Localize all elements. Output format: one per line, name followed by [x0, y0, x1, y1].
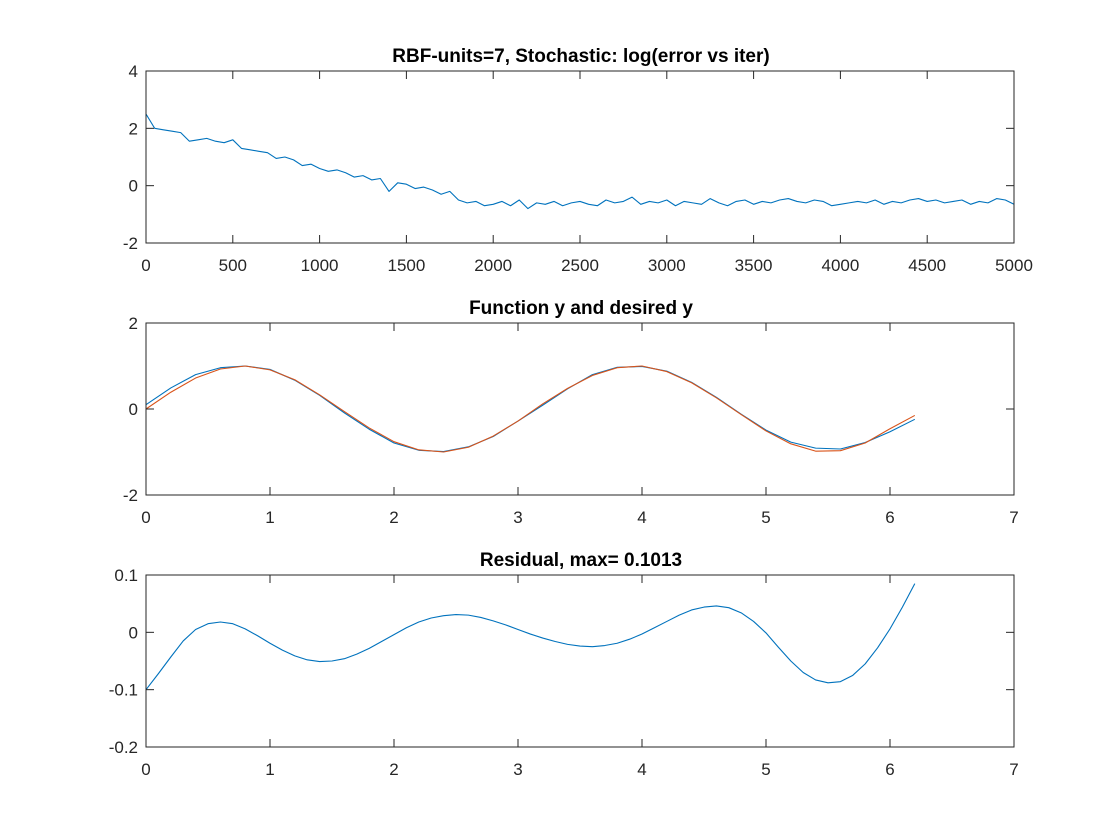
subplot-1-plot-area: 0 500 1000 1500 2000 2500 3000 3500 4000 4500 5000… [123, 62, 1033, 275]
subplot-1-x-tick-label: 5000 [995, 256, 1033, 275]
subplot-3-y-tick-label: 0.1 [114, 566, 138, 585]
subplot-3-x-tick-label: 0 [141, 760, 150, 779]
subplot-1-x-tick-label: 3000 [648, 256, 686, 275]
subplot-1-title: RBF-units=7, Stochastic: log(error vs it… [392, 46, 769, 67]
subplot-3-y-tick-label: 0 [129, 623, 138, 642]
subplot-1-y-tick-label: 4 [129, 62, 138, 81]
subplot-1-axes-box [145, 70, 1015, 244]
subplot-1-x-tick-label: 4500 [908, 256, 946, 275]
subplot-1-x-tick-label: 4000 [821, 256, 859, 275]
subplot-2-y-tick-label: -2 [123, 486, 138, 505]
subplot-1-x-tick-label: 2000 [474, 256, 512, 275]
subplot-2-plot-area: 0 1 2 3 4 5 6 7-202 [123, 314, 1019, 527]
subplot-2-x-tick-label: 2 [389, 508, 398, 527]
subplot-2-x-tick-label: 1 [265, 508, 274, 527]
subplot-1-x-tick-label: 3500 [735, 256, 773, 275]
subplot-3-x-tick-label: 6 [885, 760, 894, 779]
subplot-3-y-tick-label: -0.1 [109, 681, 138, 700]
subplot-3-x-tick-label: 5 [761, 760, 770, 779]
subplot-2-x-tick-label: 5 [761, 508, 770, 527]
subplot-1-y-tick-label: -2 [123, 234, 138, 253]
subplot-2-series-line-2 [145, 365, 916, 453]
subplot-2-x-tick-label: 6 [885, 508, 894, 527]
subplot-3-axes-box [145, 574, 1015, 748]
subplot-1-series-line-1 [145, 113, 1015, 210]
subplot-2-x-tick-label: 0 [141, 508, 150, 527]
subplot-3-x-tick-label: 2 [389, 760, 398, 779]
subplot-2-y-tick-label: 0 [129, 400, 138, 419]
subplot-1-x-tick-label: 1500 [387, 256, 425, 275]
subplot-1-x-tick-label: 0 [141, 256, 150, 275]
subplot-2-title: Function y and desired y [469, 298, 693, 319]
subplot-2-y-tick-label: 2 [129, 314, 138, 333]
subplot-3-title: Residual, max= 0.1013 [480, 550, 682, 571]
subplot-2-x-tick-label: 3 [513, 508, 522, 527]
subplot-2-x-tick-label: 7 [1009, 508, 1018, 527]
subplot-3-plot-area: 0 1 2 3 4 5 6 7 -0.2 -0.1 0 0.1 [109, 566, 1019, 779]
subplot-3-x-tick-label: 3 [513, 760, 522, 779]
subplot-2-axes-box [145, 322, 1015, 496]
subplot-1-x-tick-label: 2500 [561, 256, 599, 275]
subplot-2-x-tick-label: 4 [637, 508, 646, 527]
subplot-3-series-line-1 [145, 583, 916, 691]
subplot-1-x-tick-label: 500 [219, 256, 247, 275]
subplot-3-y-tick-label: -0.2 [109, 738, 138, 757]
subplot-3: Residual, max= 0.1013 0 1 2 3 4 5 6 7-0.2-0.100… [109, 550, 1019, 779]
subplot-3-x-tick-label: 4 [637, 760, 646, 779]
subplot-1-y-tick-label: 0 [129, 177, 138, 196]
subplot-3-x-tick-label: 7 [1009, 760, 1018, 779]
subplot-1: RBF-units=7, Stochastic: log(error vs it… [123, 46, 1033, 275]
subplot-1-x-tick-label: 1000 [301, 256, 339, 275]
subplot-1-y-tick-label: 2 [129, 119, 138, 138]
subplot-2-series-line-1 [145, 365, 916, 453]
subplot-3-x-tick-label: 1 [265, 760, 274, 779]
subplot-2: Function y and desired y 0 1 2 3 4 5 6 7-202 [123, 298, 1019, 527]
